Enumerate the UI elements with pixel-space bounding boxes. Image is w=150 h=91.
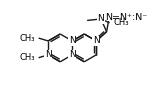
Text: CH₃: CH₃ xyxy=(19,53,35,62)
Text: N: N xyxy=(69,36,76,45)
Text: CH₃: CH₃ xyxy=(19,34,35,43)
Text: N: N xyxy=(69,50,76,59)
Text: N: N xyxy=(93,36,100,45)
Text: N: N xyxy=(69,36,76,45)
Text: N: N xyxy=(45,50,52,59)
Text: CH₃: CH₃ xyxy=(113,18,129,27)
Text: N=N⁺:N⁻: N=N⁺:N⁻ xyxy=(105,13,147,22)
Text: N: N xyxy=(98,14,104,23)
